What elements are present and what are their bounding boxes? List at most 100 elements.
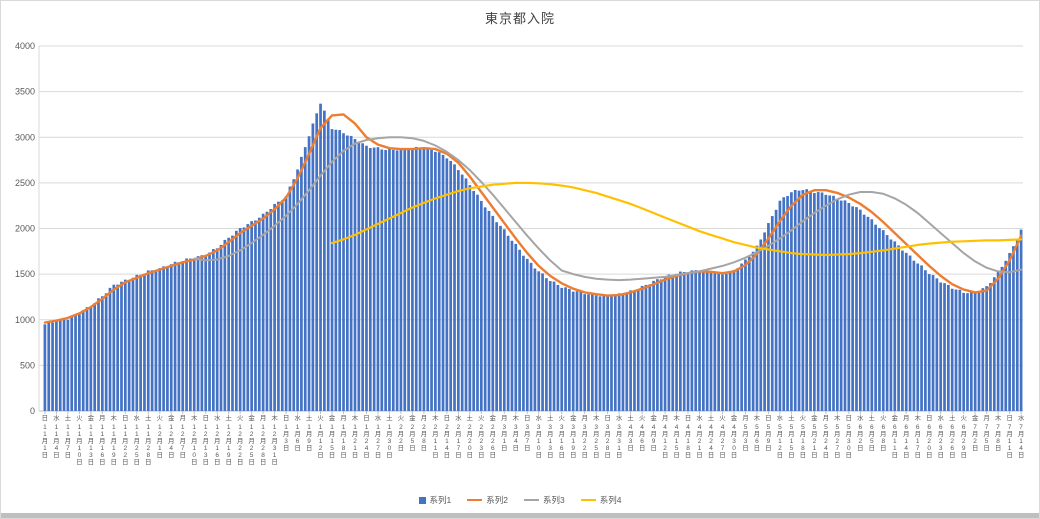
bar-series1[interactable]	[835, 199, 839, 411]
bar-series1[interactable]	[158, 268, 162, 411]
bar-series1[interactable]	[376, 147, 380, 411]
bar-series1[interactable]	[411, 148, 414, 411]
bar-series1[interactable]	[575, 291, 579, 411]
bar-series1[interactable]	[453, 164, 456, 411]
bar-series1[interactable]	[234, 230, 238, 411]
bar-series1[interactable]	[667, 274, 671, 411]
bar-series1[interactable]	[139, 274, 142, 411]
bar-series1[interactable]	[319, 103, 322, 411]
bar-series1[interactable]	[533, 268, 537, 411]
bar-series1[interactable]	[380, 149, 384, 411]
bar-series1[interactable]	[131, 277, 135, 411]
bar-series1[interactable]	[663, 276, 667, 411]
bar-series1[interactable]	[966, 293, 969, 411]
bar-series1[interactable]	[862, 214, 866, 411]
bar-series1[interactable]	[568, 288, 571, 411]
bar-series1[interactable]	[904, 252, 908, 411]
bar-series1[interactable]	[996, 271, 1000, 411]
bar-series1[interactable]	[679, 271, 682, 411]
bar-series1[interactable]	[629, 290, 632, 411]
bar-series1[interactable]	[648, 284, 652, 411]
bar-series1[interactable]	[483, 207, 487, 411]
bar-series1[interactable]	[120, 281, 123, 411]
bar-series1[interactable]	[215, 248, 219, 411]
bar-series1[interactable]	[878, 228, 881, 411]
bar-series1[interactable]	[564, 287, 567, 411]
bar-series1[interactable]	[809, 190, 812, 411]
bar-series1[interactable]	[127, 279, 131, 411]
bar-series1[interactable]	[479, 200, 483, 411]
bar-series1[interactable]	[552, 281, 556, 411]
bar-series1[interactable]	[288, 186, 292, 411]
bar-series1[interactable]	[962, 292, 966, 411]
bar-series1[interactable]	[177, 262, 181, 411]
bar-series1[interactable]	[265, 211, 269, 411]
bar-series1[interactable]	[916, 263, 920, 411]
bar-series1[interactable]	[146, 270, 150, 411]
bar-series1[interactable]	[920, 265, 923, 411]
bar-series1[interactable]	[644, 284, 648, 411]
bar-series1[interactable]	[445, 158, 449, 411]
bar-series1[interactable]	[931, 275, 935, 411]
bar-series1[interactable]	[284, 196, 288, 411]
bar-series1[interactable]	[786, 195, 789, 411]
bar-series1[interactable]	[943, 283, 946, 411]
bar-series1[interactable]	[751, 251, 755, 411]
bar-series1[interactable]	[954, 289, 958, 411]
bar-series1[interactable]	[70, 315, 74, 411]
bar-series1[interactable]	[927, 274, 931, 411]
bar-series1[interactable]	[361, 143, 364, 411]
bar-series1[interactable]	[311, 123, 315, 412]
bar-series1[interactable]	[694, 270, 698, 411]
bar-series1[interactable]	[326, 118, 330, 411]
bar-series1[interactable]	[989, 283, 992, 411]
bar-series1[interactable]	[602, 294, 606, 411]
bar-series1[interactable]	[981, 288, 985, 411]
bar-series1[interactable]	[713, 273, 717, 411]
bar-series1[interactable]	[579, 291, 583, 411]
bar-series1[interactable]	[767, 223, 770, 411]
bar-series1[interactable]	[196, 256, 200, 411]
bar-series1[interactable]	[1019, 229, 1023, 411]
legend-item-4[interactable]: 系列4	[580, 494, 621, 506]
bar-series1[interactable]	[112, 284, 116, 411]
bar-series1[interactable]	[985, 286, 988, 411]
bar-series1[interactable]	[502, 229, 506, 411]
bar-series1[interactable]	[499, 225, 502, 411]
bar-series1[interactable]	[770, 216, 774, 411]
bar-series1[interactable]	[992, 277, 996, 411]
bar-series1[interactable]	[246, 224, 250, 411]
bar-series1[interactable]	[506, 235, 510, 411]
bar-series1[interactable]	[323, 110, 326, 411]
bar-series1[interactable]	[690, 270, 694, 411]
bar-series1[interactable]	[828, 195, 832, 411]
bar-series1[interactable]	[924, 270, 927, 411]
bar-series1[interactable]	[1012, 246, 1015, 411]
bar-series1[interactable]	[189, 258, 192, 411]
bar-series1[interactable]	[793, 190, 797, 411]
bar-series1[interactable]	[422, 147, 426, 411]
bar-series1[interactable]	[839, 200, 843, 411]
bar-series1[interactable]	[47, 322, 51, 411]
bar-series1[interactable]	[135, 274, 139, 411]
bar-series1[interactable]	[55, 321, 58, 411]
bar-series1[interactable]	[824, 194, 828, 411]
bar-series1[interactable]	[212, 249, 215, 411]
bar-series1[interactable]	[403, 148, 407, 411]
bar-series1[interactable]	[269, 209, 273, 411]
bar-series1[interactable]	[698, 271, 701, 411]
bar-series1[interactable]	[399, 148, 403, 411]
bar-series1[interactable]	[365, 145, 368, 412]
bar-series1[interactable]	[227, 237, 231, 411]
bar-series1[interactable]	[728, 270, 732, 411]
bar-series1[interactable]	[870, 219, 874, 411]
bar-series1[interactable]	[858, 209, 862, 411]
bar-series1[interactable]	[855, 207, 858, 411]
bar-series1[interactable]	[709, 273, 713, 411]
bar-series1[interactable]	[939, 282, 943, 411]
bar-series1[interactable]	[656, 279, 659, 411]
bar-series1[interactable]	[759, 239, 763, 411]
bar-series1[interactable]	[357, 142, 361, 411]
bar-series1[interactable]	[606, 295, 609, 411]
bar-series1[interactable]	[682, 271, 686, 411]
